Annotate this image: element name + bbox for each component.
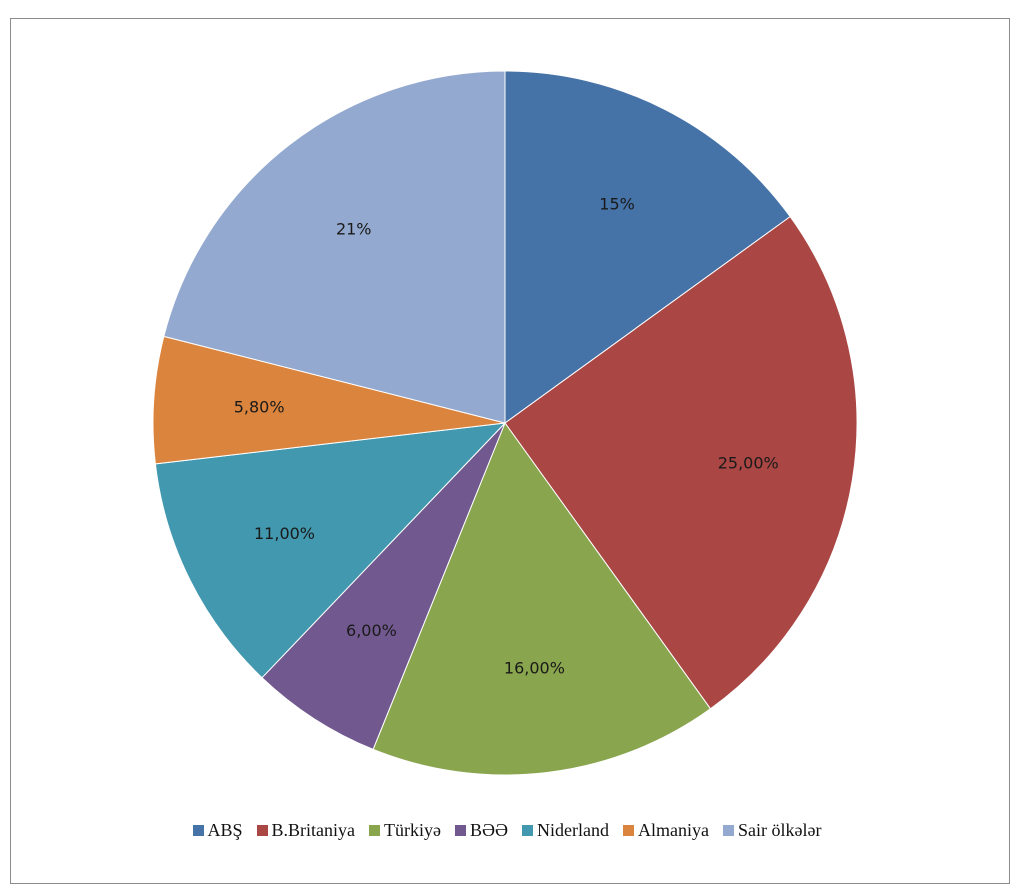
pie-slice-5 [154,422,507,679]
data-label-1: 15% [599,195,635,214]
legend-item-4: BƏƏ [455,820,508,841]
legend-label: Almaniya [638,820,709,840]
legend-item-5: Niderland [522,820,609,841]
data-label-3: 16,00% [504,659,565,678]
legend-label: BƏƏ [470,820,509,840]
pie-slice-3 [372,421,712,776]
legend-swatch [256,825,268,836]
legend-item-3: Türkiyə [369,820,441,841]
legend-label: Sair ölkələr [738,820,822,840]
legend-swatch [723,825,734,836]
pie-slice-1 [504,70,791,424]
data-label-2: 25,00% [718,453,779,472]
legend-label: Türkiyə [384,820,442,840]
legend-swatch [369,825,381,836]
legend-item-6: Almaniya [623,820,709,841]
legend-item-7: Sair ölkələr [723,820,821,841]
legend: ABŞ B.Britaniya Türkiyə BƏƏ Niderland Almaniy… [0,820,1014,841]
pie-slice-4 [261,422,506,751]
data-label-4: 6,00% [346,621,397,640]
data-label-5: 11,00% [254,524,315,543]
pie-slice-6 [152,335,506,465]
legend-label: B.Britaniya [271,820,356,840]
legend-swatch [623,825,635,836]
data-label-6: 5,80% [234,398,285,417]
legend-item-1: ABŞ [192,820,243,841]
pie-slice-7 [163,70,506,424]
legend-item-2: B.Britaniya [256,820,356,841]
legend-swatch [522,825,534,836]
data-label-7: 21% [336,220,372,239]
legend-label: Niderland [537,820,610,840]
legend-swatch [192,825,204,836]
pie-slice-2 [504,215,858,710]
legend-swatch [455,825,467,836]
legend-label: ABŞ [207,820,243,840]
